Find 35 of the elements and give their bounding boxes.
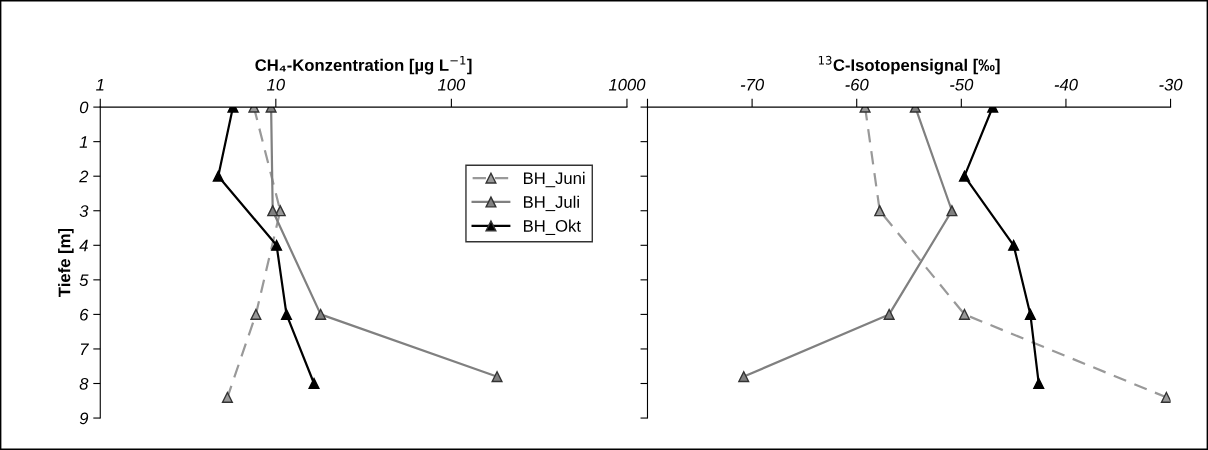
legend-label: BH_Juli [523,195,579,212]
y-tick-label: 2 [79,170,89,183]
x-tick-label: -60 [845,78,869,91]
y-tick-label: 6 [80,308,89,321]
y-tick-label: 1 [79,136,88,148]
y-axis-title: Tiefe [m] [58,228,74,297]
x-tick-label: 1 [96,78,104,91]
point [1160,391,1171,403]
x-tick-label: 10 [266,78,285,91]
point [958,308,971,320]
x-tick-label: 1000 [608,78,646,91]
legend-label: BH_Okt [523,219,581,235]
point [1008,239,1020,251]
x-tick-label: -40 [1054,78,1078,91]
point [883,308,895,320]
chart-title: $^{13}$C-Isotopensignal [‰] [818,55,1000,75]
point [1033,377,1045,390]
y-tick-label: 3 [79,205,89,217]
x-tick-label: -70 [740,78,765,91]
x-tick-label: 100 [437,78,466,91]
y-tick-label: 4 [79,239,88,252]
x-tick-label: -30 [1159,78,1183,91]
y-tick-label: 5 [79,274,89,287]
y-tick-label: 0 [79,101,89,114]
point [1024,308,1036,320]
point [946,205,958,217]
point [874,205,886,217]
point [738,371,750,383]
chart-title: CH₄-Konzentration [µg L$^{−1}$] [255,55,472,75]
y-tick-label: 9 [79,412,89,425]
x-tick-label: -50 [950,78,974,91]
legend-label: BH_Juni [523,171,585,188]
y-tick-label: 8 [79,377,89,390]
y-tick-label: 7 [80,343,89,355]
point [958,170,971,182]
